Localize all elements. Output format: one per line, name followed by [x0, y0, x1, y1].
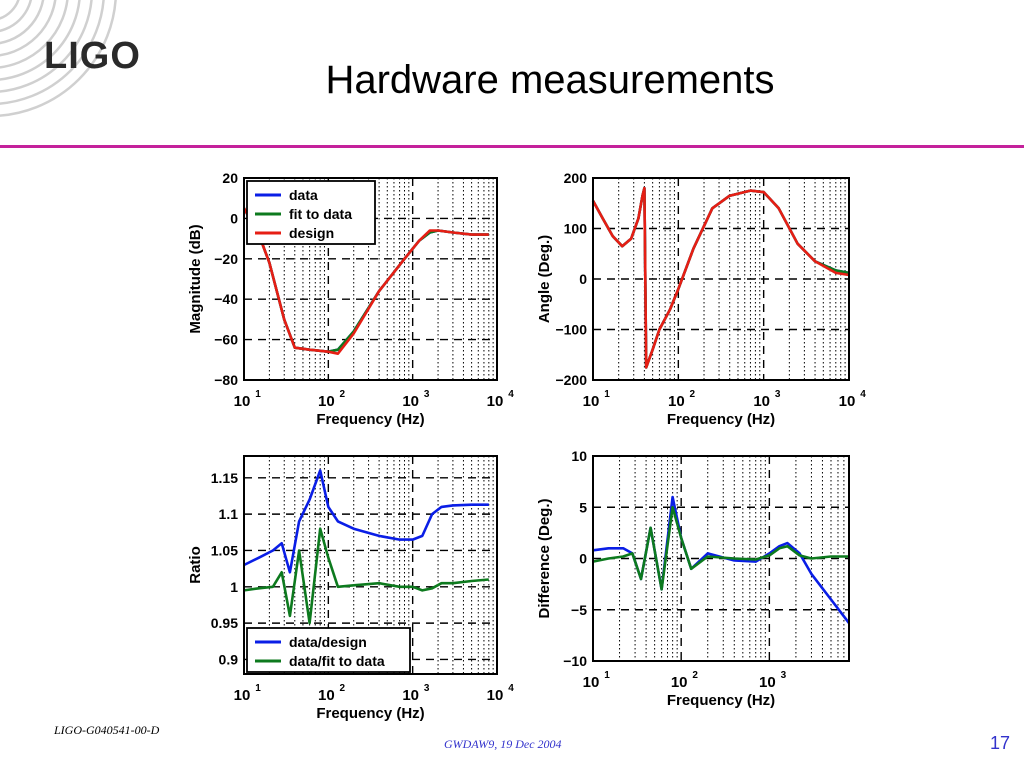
x-tick-exponent: 1: [255, 683, 261, 694]
chart-1: 10 1 10 2 10 3 10 4 20 0 −20 −40 −60 −80 Frequency (Hz…: [187, 170, 514, 428]
y-tick-label: 1: [230, 579, 238, 595]
legend-label: data/fit to data: [289, 653, 385, 669]
x-tick-exponent: 2: [692, 670, 698, 681]
y-tick-label: 100: [564, 221, 588, 237]
x-tick-exponent: 4: [860, 389, 866, 400]
legend-label: design: [289, 225, 334, 241]
plot-frame: [592, 177, 850, 381]
x-tick-label: 10: [318, 393, 335, 410]
x-tick-label: 10: [402, 687, 419, 704]
x-tick-label: 10: [839, 393, 856, 410]
ligo-logo: LIGO: [44, 35, 141, 77]
y-tick-label: −60: [214, 332, 238, 348]
y-tick-label: 0: [230, 210, 238, 226]
x-tick-label: 10: [234, 687, 251, 704]
x-tick-exponent: 2: [340, 683, 346, 694]
y-tick-label: 0: [579, 271, 587, 287]
x-axis-label: Frequency (Hz): [667, 692, 775, 709]
footer-event: GWDAW9, 19 Dec 2004: [444, 737, 562, 751]
y-tick-label: −5: [571, 602, 587, 618]
x-tick-exponent: 1: [604, 670, 610, 681]
y-tick-label: −80: [214, 372, 238, 388]
y-tick-label: 1.15: [211, 470, 238, 486]
x-axis-label: Frequency (Hz): [667, 411, 775, 428]
y-tick-label: 5: [579, 499, 587, 515]
slide-title: Hardware measurements: [325, 58, 775, 102]
legend: data/design data/fit to data: [246, 627, 411, 673]
legend-box: [246, 627, 411, 673]
x-tick-label: 10: [583, 393, 600, 410]
x-tick-exponent: 1: [604, 389, 610, 400]
chart-3: 10 1 10 2 10 3 10 4 1.15 1.1 1.05 1 0.95 0.9 Frequency…: [187, 455, 514, 722]
x-axis-label: Frequency (Hz): [316, 411, 424, 428]
x-tick-label: 10: [583, 674, 600, 691]
x-tick-exponent: 1: [255, 389, 261, 400]
series-line-data-design: [243, 469, 489, 574]
legend-label: fit to data: [289, 206, 352, 222]
x-tick-label: 10: [668, 393, 685, 410]
x-tick-label: 10: [234, 393, 251, 410]
chart-4: 10 1 10 2 10 3 10 5 0 −5 −10 Frequency (Hz) Differen…: [536, 448, 851, 709]
y-tick-label: 1.1: [219, 506, 239, 522]
y-tick-label: −20: [214, 251, 238, 267]
series-line-data-fit-to-data: [592, 505, 849, 591]
plot-frame: [592, 455, 850, 662]
y-axis-label: Angle (Deg.): [536, 235, 553, 323]
x-tick-exponent: 2: [340, 389, 346, 400]
x-tick-label: 10: [759, 674, 776, 691]
x-tick-label: 10: [487, 393, 504, 410]
x-tick-exponent: 3: [424, 389, 430, 400]
y-tick-label: 10: [571, 448, 587, 464]
legend: data fit to data design: [246, 180, 376, 245]
series-line-design: [591, 186, 850, 369]
plot-frame: [243, 177, 498, 381]
x-tick-exponent: 3: [781, 670, 787, 681]
x-axis-label: Frequency (Hz): [316, 705, 424, 722]
x-tick-exponent: 2: [690, 389, 696, 400]
x-tick-exponent: 3: [775, 389, 781, 400]
footer-doc-id: LIGO-G040541-00-D: [54, 723, 160, 737]
y-axis-label: Ratio: [187, 546, 204, 584]
x-tick-label: 10: [318, 687, 335, 704]
x-tick-label: 10: [753, 393, 770, 410]
x-tick-label: 10: [671, 674, 688, 691]
footer-page-number: 17: [990, 733, 1011, 753]
y-tick-label: 200: [564, 170, 588, 186]
series-line-design: [242, 207, 489, 356]
y-tick-label: 0.9: [219, 651, 239, 667]
legend-label: data/design: [289, 634, 367, 650]
y-tick-label: 20: [222, 170, 238, 186]
y-tick-label: 1.05: [211, 542, 238, 558]
y-axis-label: Magnitude (dB): [187, 224, 204, 333]
y-axis-label: Difference (Deg.): [536, 498, 553, 618]
x-tick-exponent: 3: [424, 683, 430, 694]
x-tick-label: 10: [487, 687, 504, 704]
y-tick-label: 0.95: [211, 615, 238, 631]
y-tick-label: −10: [563, 653, 587, 669]
plot-frame: [243, 455, 498, 675]
y-tick-label: −100: [555, 322, 587, 338]
x-tick-label: 10: [402, 393, 419, 410]
x-tick-exponent: 4: [508, 389, 514, 400]
series-line-data-fit-to-data: [243, 527, 489, 625]
y-tick-label: −200: [555, 372, 587, 388]
chart-2: 10 1 10 2 10 3 10 4 200 100 0 −100 −200 Frequency (Hz…: [536, 170, 866, 428]
y-tick-label: 0: [579, 551, 587, 567]
legend-label: data: [289, 187, 318, 203]
x-tick-exponent: 4: [508, 683, 514, 694]
y-tick-label: −40: [214, 291, 238, 307]
title-divider: [0, 145, 1024, 148]
